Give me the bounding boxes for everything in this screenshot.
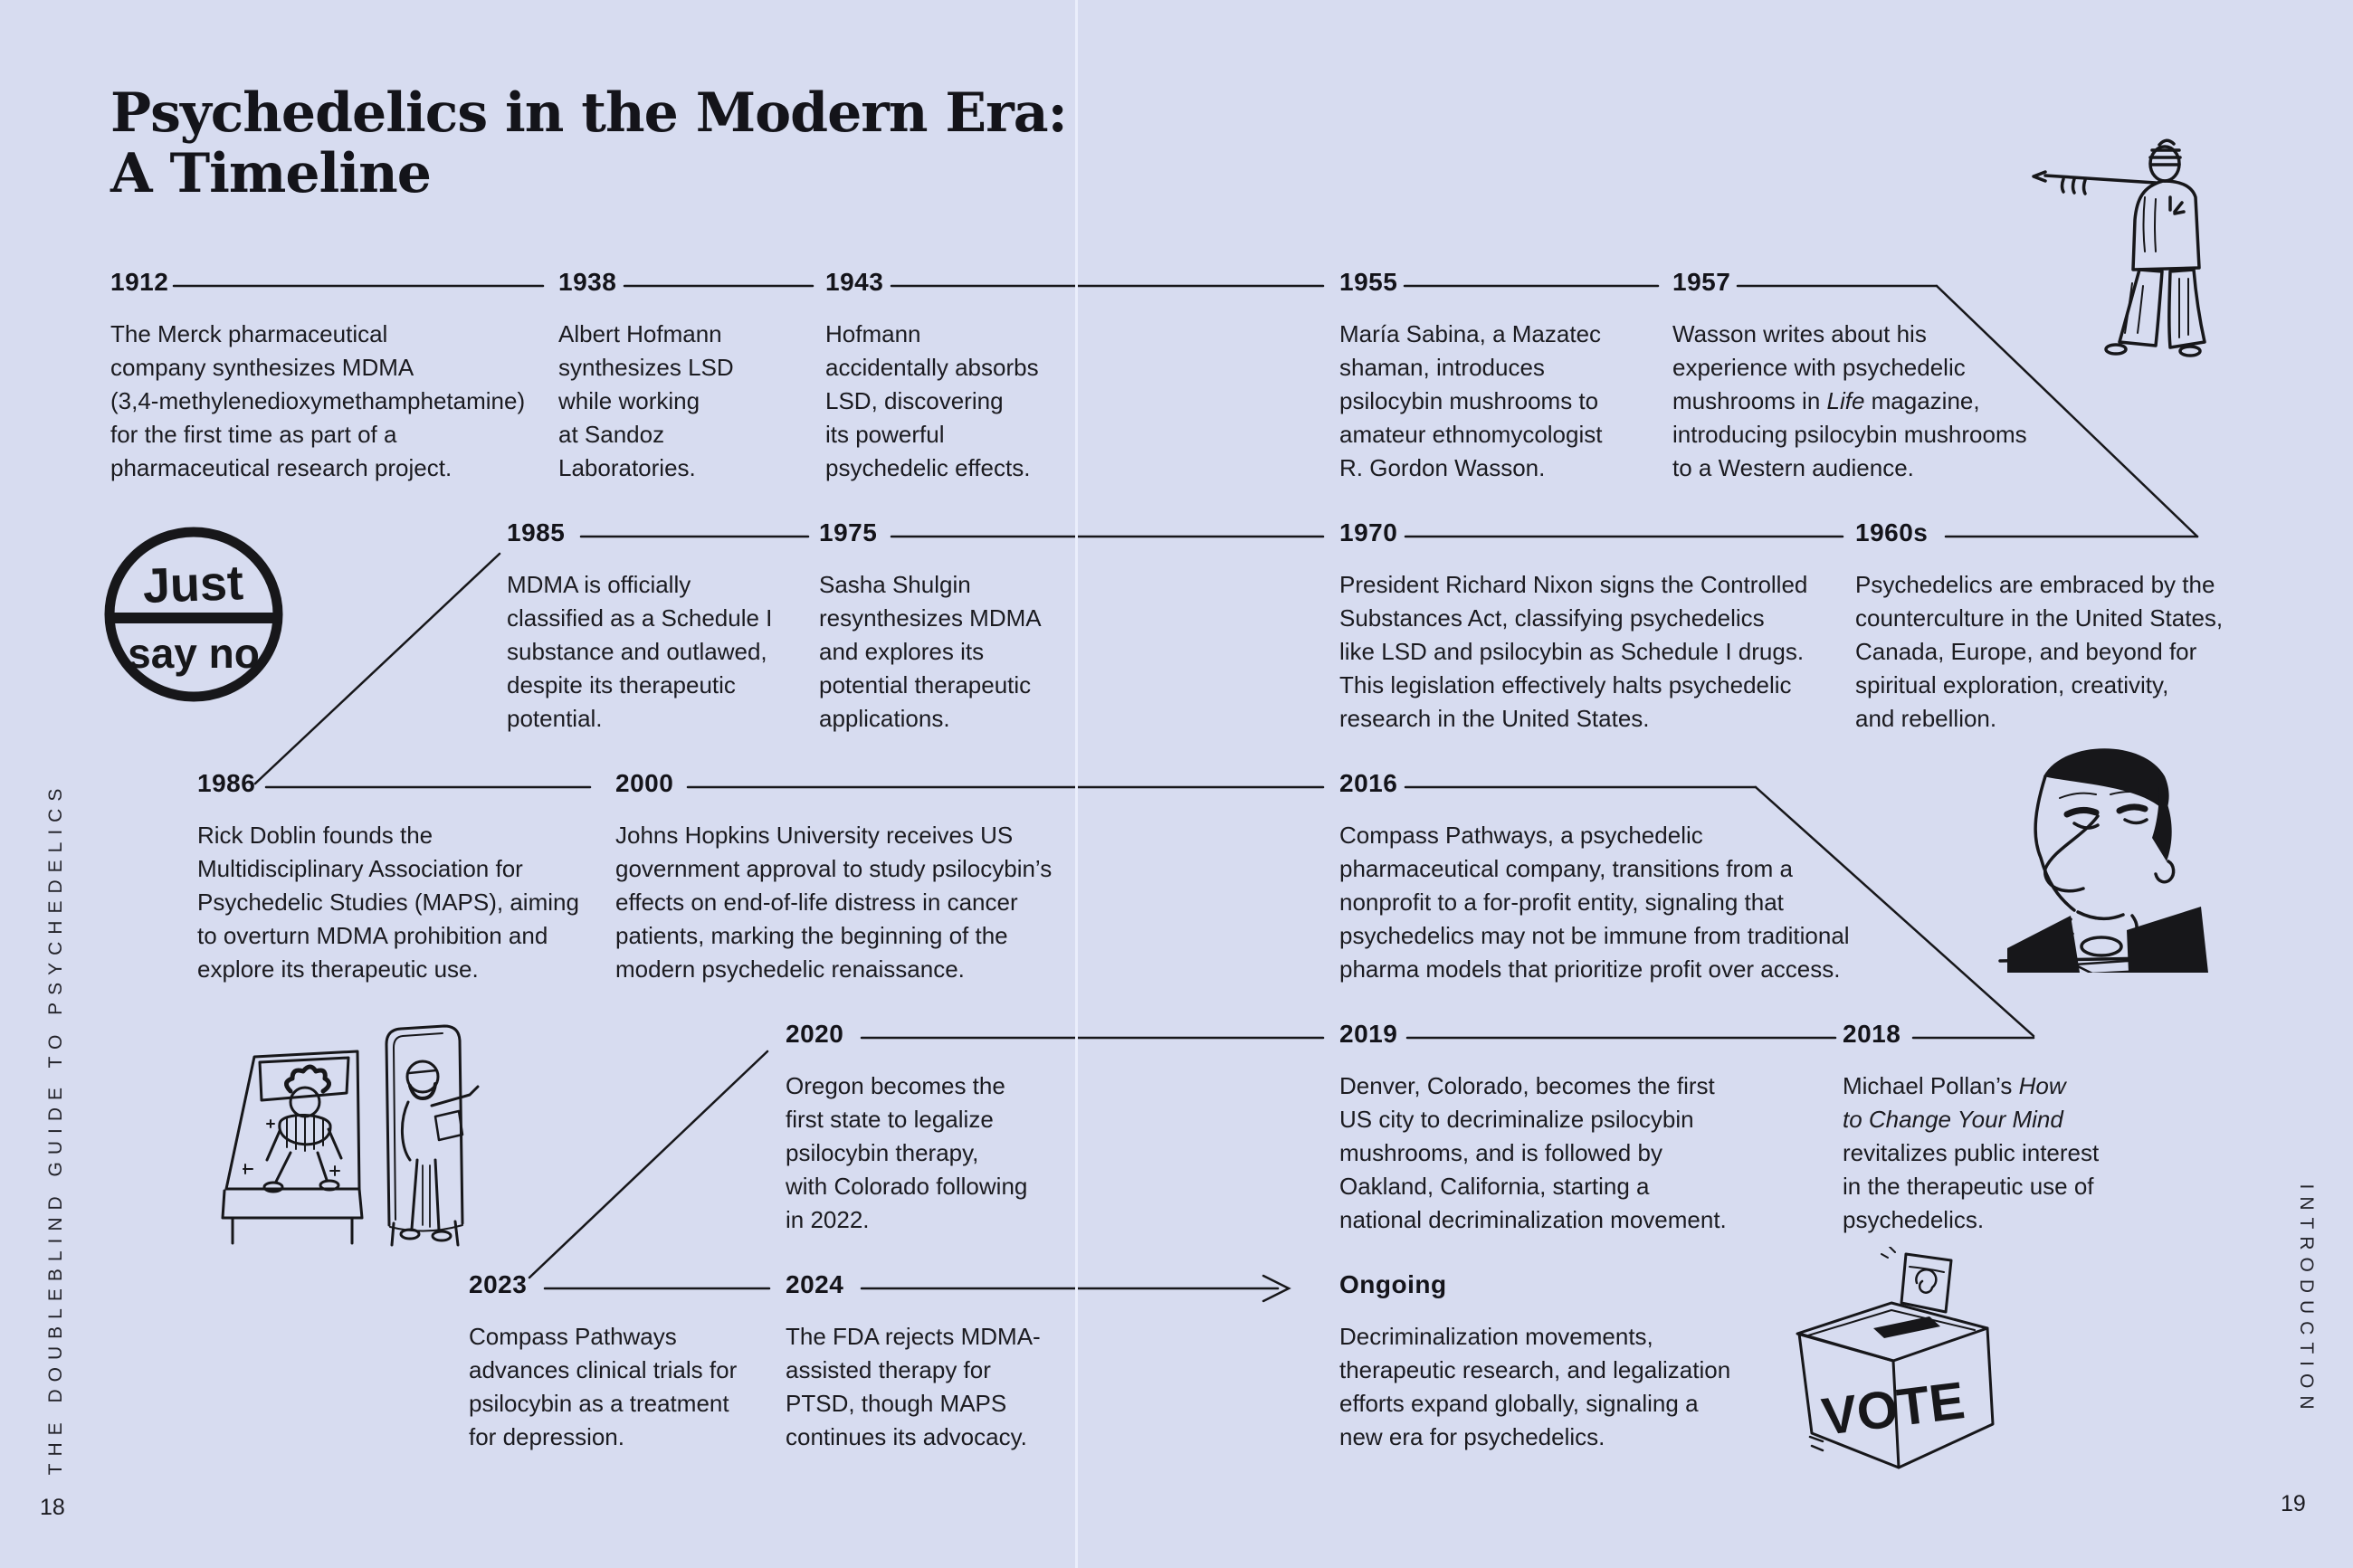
timeline-entry-2023: 2023 Compass Pathways advances clinical … <box>469 1272 767 1454</box>
page-title-line2: A Timeline <box>110 142 432 206</box>
timeline-year: 2000 <box>615 769 674 797</box>
italic-title: Life <box>1826 386 1865 414</box>
vote-ballot-box-illustration: VOTE <box>1772 1247 2009 1480</box>
timeline-year: 1912 <box>110 268 169 296</box>
timeline-year: 1960s <box>1855 518 1929 546</box>
timeline-text: President Richard Nixon signs the Contro… <box>1339 571 1808 732</box>
timeline-entry-1960s: 1960s Psychedelics are embraced by the c… <box>1855 520 2253 736</box>
timeline-text: Wasson writes about his experience with … <box>1672 320 2027 481</box>
timeline-text: Denver, Colorado, becomes the first US c… <box>1339 1072 1727 1233</box>
badge-text-line2: say no <box>128 630 260 677</box>
timeline-year: Ongoing <box>1339 1270 1447 1298</box>
timeline-entry-1975: 1975 Sasha Shulgin resynthesizes MDMA an… <box>819 520 1063 736</box>
timeline-text: The Merck pharmaceutical company synthes… <box>110 320 526 481</box>
italic-title: How to Change Your Mind <box>1843 1072 2066 1133</box>
timeline-text: Hofmann accidentally absorbs LSD, discov… <box>825 320 1039 481</box>
timeline-year: 2019 <box>1339 1020 1398 1048</box>
spine-text-right: INTRODUCTION <box>2296 1183 2317 1417</box>
page-gutter-line <box>1075 0 1078 1568</box>
timeline-text: Michael Pollan’s How to Change Your Mind… <box>1843 1072 2100 1233</box>
page-number-left: 18 <box>40 1495 65 1520</box>
timeline-year: 1986 <box>197 769 256 797</box>
vote-label: VOTE <box>1819 1371 1968 1447</box>
timeline-text: Psychedelics are embraced by the counter… <box>1855 571 2224 732</box>
timeline-entry-ongoing: Ongoing Decriminalization movements, the… <box>1339 1272 1765 1454</box>
timeline-text: Compass Pathways, a psychedelic pharmace… <box>1339 822 1850 983</box>
timeline-entry-2016: 2016 Compass Pathways, a psychedelic pha… <box>1339 771 1919 986</box>
timeline-text: Albert Hofmann synthesizes LSD while wor… <box>558 320 734 481</box>
badge-text-line1: Just <box>142 556 244 613</box>
timeline-year: 1943 <box>825 268 884 296</box>
timeline-text: Compass Pathways advances clinical trial… <box>469 1323 738 1450</box>
timeline-entry-1970: 1970 President Richard Nixon signs the C… <box>1339 520 1864 736</box>
timeline-entry-1986: 1986 Rick Doblin founds the Multidiscipl… <box>197 771 586 986</box>
timeline-entry-2000: 2000 Johns Hopkins University receives U… <box>615 771 1086 986</box>
timeline-year: 1970 <box>1339 518 1398 546</box>
timeline-text: The FDA rejects MDMA- assisted therapy f… <box>786 1323 1041 1450</box>
page-title: Psychedelics in the Modern Era: A Timeli… <box>110 81 1068 206</box>
timeline-year: 2018 <box>1843 1020 1901 1048</box>
timeline-text: Decriminalization movements, therapeutic… <box>1339 1323 1731 1450</box>
timeline-entry-1985: 1985 MDMA is officially classified as a … <box>507 520 805 736</box>
timeline-year: 2020 <box>786 1020 844 1048</box>
timeline-year: 2024 <box>786 1270 844 1298</box>
timeline-year: 1955 <box>1339 268 1398 296</box>
timeline-text: Oregon becomes the first state to legali… <box>786 1072 1028 1233</box>
timeline-entry-1938: 1938 Albert Hofmann synthesizes LSD whil… <box>558 270 785 485</box>
timeline-year: 1975 <box>819 518 878 546</box>
timeline-entry-1912: 1912 The Merck pharmaceutical company sy… <box>110 270 536 485</box>
page-title-line1: Psychedelics in the Modern Era: <box>110 81 1068 145</box>
timeline-entry-1957: 1957 Wasson writes about his experience … <box>1672 270 2062 485</box>
timeline-entry-1955: 1955 María Sabina, a Mazatec shaman, int… <box>1339 270 1638 485</box>
timeline-entry-2019: 2019 Denver, Colorado, becomes the first… <box>1339 1022 1756 1237</box>
nixon-caricature-illustration <box>1991 733 2208 973</box>
timeline-entry-2024: 2024 The FDA rejects MDMA- assisted ther… <box>786 1272 1048 1454</box>
timeline-text: Johns Hopkins University receives US gov… <box>615 822 1053 983</box>
timeline-text: María Sabina, a Mazatec shaman, introduc… <box>1339 320 1603 481</box>
just-say-no-badge: Just say no <box>100 521 288 709</box>
timeline-entry-2020: 2020 Oregon becomes the first state to l… <box>786 1022 1066 1237</box>
timeline-year: 1985 <box>507 518 566 546</box>
timeline-text: Sasha Shulgin resynthesizes MDMA and exp… <box>819 571 1042 732</box>
timeline-year: 2016 <box>1339 769 1398 797</box>
timeline-text: Rick Doblin founds the Multidisciplinary… <box>197 822 579 983</box>
timeline-entry-2018: 2018 Michael Pollan’s How to Change Your… <box>1843 1022 2123 1237</box>
timeline-text: MDMA is officially classified as a Sched… <box>507 571 773 732</box>
timeline-year: 1938 <box>558 268 617 296</box>
page-number-right: 19 <box>2281 1491 2306 1516</box>
timeline-year: 2023 <box>469 1270 528 1298</box>
therapy-bed-illustration <box>204 1015 480 1273</box>
timeline-entry-1943: 1943 Hofmann accidentally absorbs LSD, d… <box>825 270 1079 485</box>
pointing-person-illustration <box>2027 134 2217 365</box>
spine-text-left: THE DOUBLEBLIND GUIDE TO PSYCHEDELICS <box>45 781 66 1476</box>
timeline-year: 1957 <box>1672 268 1731 296</box>
